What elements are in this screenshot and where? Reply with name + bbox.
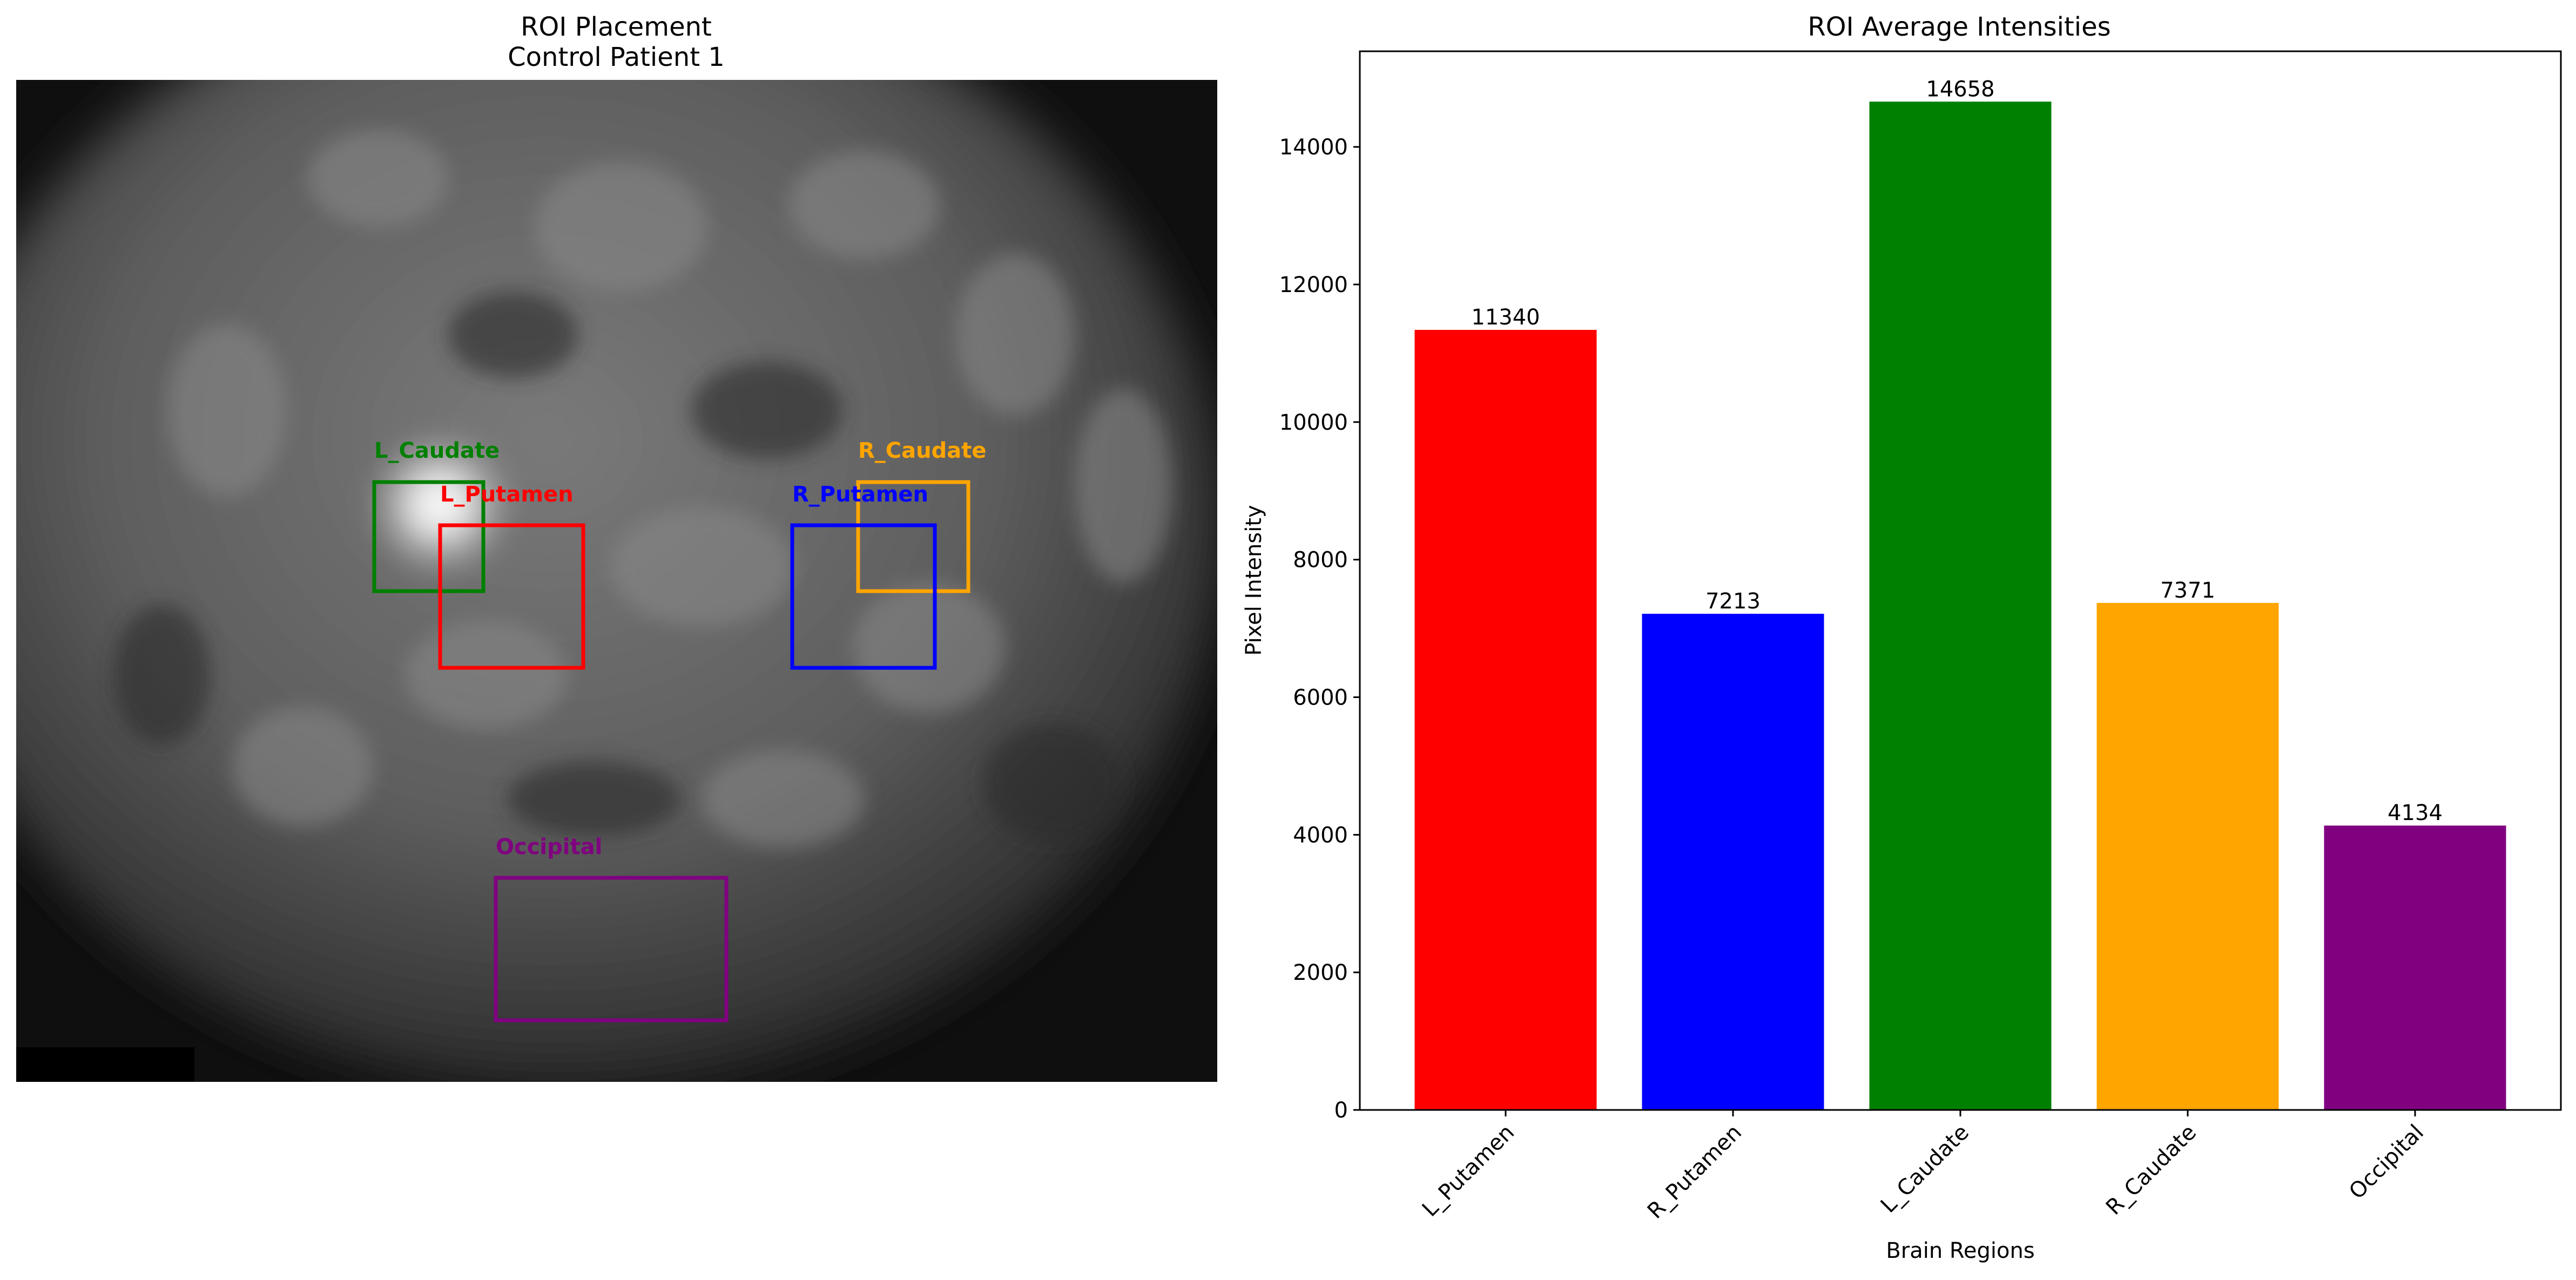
y-tick-label-12000: 12000 [1279,273,1348,297]
value-label-l-putamen: 11340 [1471,305,1540,330]
roi-panel-title-line1: ROI Placement [521,12,712,42]
value-labels-group: 11340 7213 14658 7371 4134 [1471,77,2443,825]
x-axis-label: Brain Regions [1886,1238,2034,1263]
value-label-r-caudate: 7371 [2160,578,2215,603]
x-tick-label-r-putamen: R_Putamen [1643,1120,1746,1224]
value-label-r-putamen: 7213 [1705,589,1761,614]
roi-panel-title-line2: Control Patient 1 [508,42,725,72]
y-tick-label-4000: 4000 [1293,823,1348,848]
roi-label-occipital: Occipital [496,835,602,859]
roi-label-l-putamen: L_Putamen [440,482,574,507]
bar-l-putamen [1414,330,1597,1110]
bars-group [1414,101,2506,1110]
roi-panel: ROI Placement Control Patient 1 [16,12,1217,1082]
y-tick-label-14000: 14000 [1279,135,1348,160]
roi-box-l-caudate: L_Caudate [372,438,500,593]
y-axis: 0 2000 4000 6000 8000 10000 12000 14000 [1279,135,1360,1123]
roi-label-r-caudate: R_Caudate [858,438,987,463]
y-tick-label-2000: 2000 [1293,960,1348,985]
y-tick-label-8000: 8000 [1293,548,1348,573]
roi-box-r-caudate: R_Caudate [856,438,987,593]
x-tick-label-r-caudate: R_Caudate [2101,1120,2201,1220]
roi-label-l-caudate: L_Caudate [374,438,500,463]
bar-chart: ROI Average Intensities 11340 7213 14658 73… [1242,12,2562,1263]
roi-label-r-putamen: R_Putamen [792,482,928,507]
x-tick-label-l-putamen: L_Putamen [1418,1120,1519,1222]
x-axis: L_Putamen R_Putamen L_Caudate R_Caudate Occi… [1418,1110,2429,1224]
y-axis-label: Pixel Intensity [1242,505,1266,655]
plot-frame [1359,50,2562,1111]
bar-l-caudate [1869,101,2052,1110]
chart-title: ROI Average Intensities [1808,12,2110,42]
y-tick-label-0: 0 [1334,1098,1348,1123]
brain-scan-image [16,80,1217,1082]
roi-box-l-putamen: L_Putamen [438,482,585,670]
value-label-occipital: 4134 [2388,801,2443,825]
roi-box-occipital: Occipital [494,835,729,1022]
y-tick-label-6000: 6000 [1293,685,1348,710]
roi-box-r-putamen: R_Putamen [790,482,937,670]
x-tick-label-occipital: Occipital [2344,1120,2429,1204]
value-label-l-caudate: 14658 [1926,77,1994,101]
x-tick-label-l-caudate: L_Caudate [1876,1120,1974,1218]
bar-r-putamen [1642,613,1824,1110]
bar-occipital [2324,825,2506,1110]
y-tick-label-10000: 10000 [1279,410,1348,435]
bar-r-caudate [2096,602,2279,1110]
